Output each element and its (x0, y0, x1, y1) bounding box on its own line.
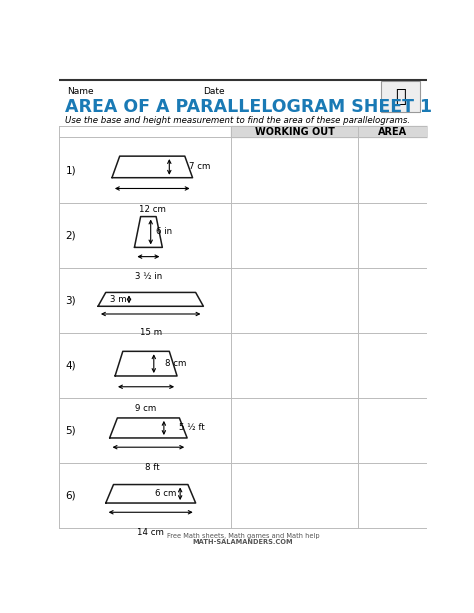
Text: 6 in: 6 in (156, 227, 172, 237)
Text: 7 cm: 7 cm (190, 162, 211, 172)
Text: Date: Date (202, 88, 224, 96)
Text: 4): 4) (65, 360, 76, 370)
Text: 5 ½ ft: 5 ½ ft (179, 424, 204, 432)
Text: 3): 3) (65, 295, 76, 305)
Text: AREA: AREA (378, 127, 407, 137)
Text: 12 cm: 12 cm (139, 205, 166, 215)
Text: Use the base and height measurement to find the area of these parallelograms.: Use the base and height measurement to f… (65, 116, 410, 125)
Text: 6): 6) (65, 490, 76, 500)
Text: 14 cm: 14 cm (137, 528, 164, 536)
Text: Free Math sheets, Math games and Math help: Free Math sheets, Math games and Math he… (167, 533, 319, 539)
Text: 2): 2) (65, 230, 76, 240)
Text: AREA OF A PARALLELOGRAM SHEET 1: AREA OF A PARALLELOGRAM SHEET 1 (65, 98, 433, 116)
Text: MATH-SALAMANDERS.COM: MATH-SALAMANDERS.COM (192, 539, 293, 544)
Text: 📐: 📐 (395, 88, 406, 105)
Text: 6 cm: 6 cm (155, 489, 177, 498)
Text: WORKING OUT: WORKING OUT (255, 127, 334, 137)
Text: 8 ft: 8 ft (145, 463, 160, 471)
Text: 1): 1) (65, 165, 76, 175)
Text: Name: Name (67, 88, 94, 96)
FancyBboxPatch shape (381, 82, 419, 112)
Text: 3 ½ in: 3 ½ in (135, 272, 162, 281)
Text: 5): 5) (65, 425, 76, 435)
Text: 3 m: 3 m (110, 295, 127, 304)
Text: 9 cm: 9 cm (136, 404, 157, 413)
Text: 8 cm: 8 cm (164, 359, 186, 368)
Text: 15 m: 15 m (140, 328, 162, 337)
